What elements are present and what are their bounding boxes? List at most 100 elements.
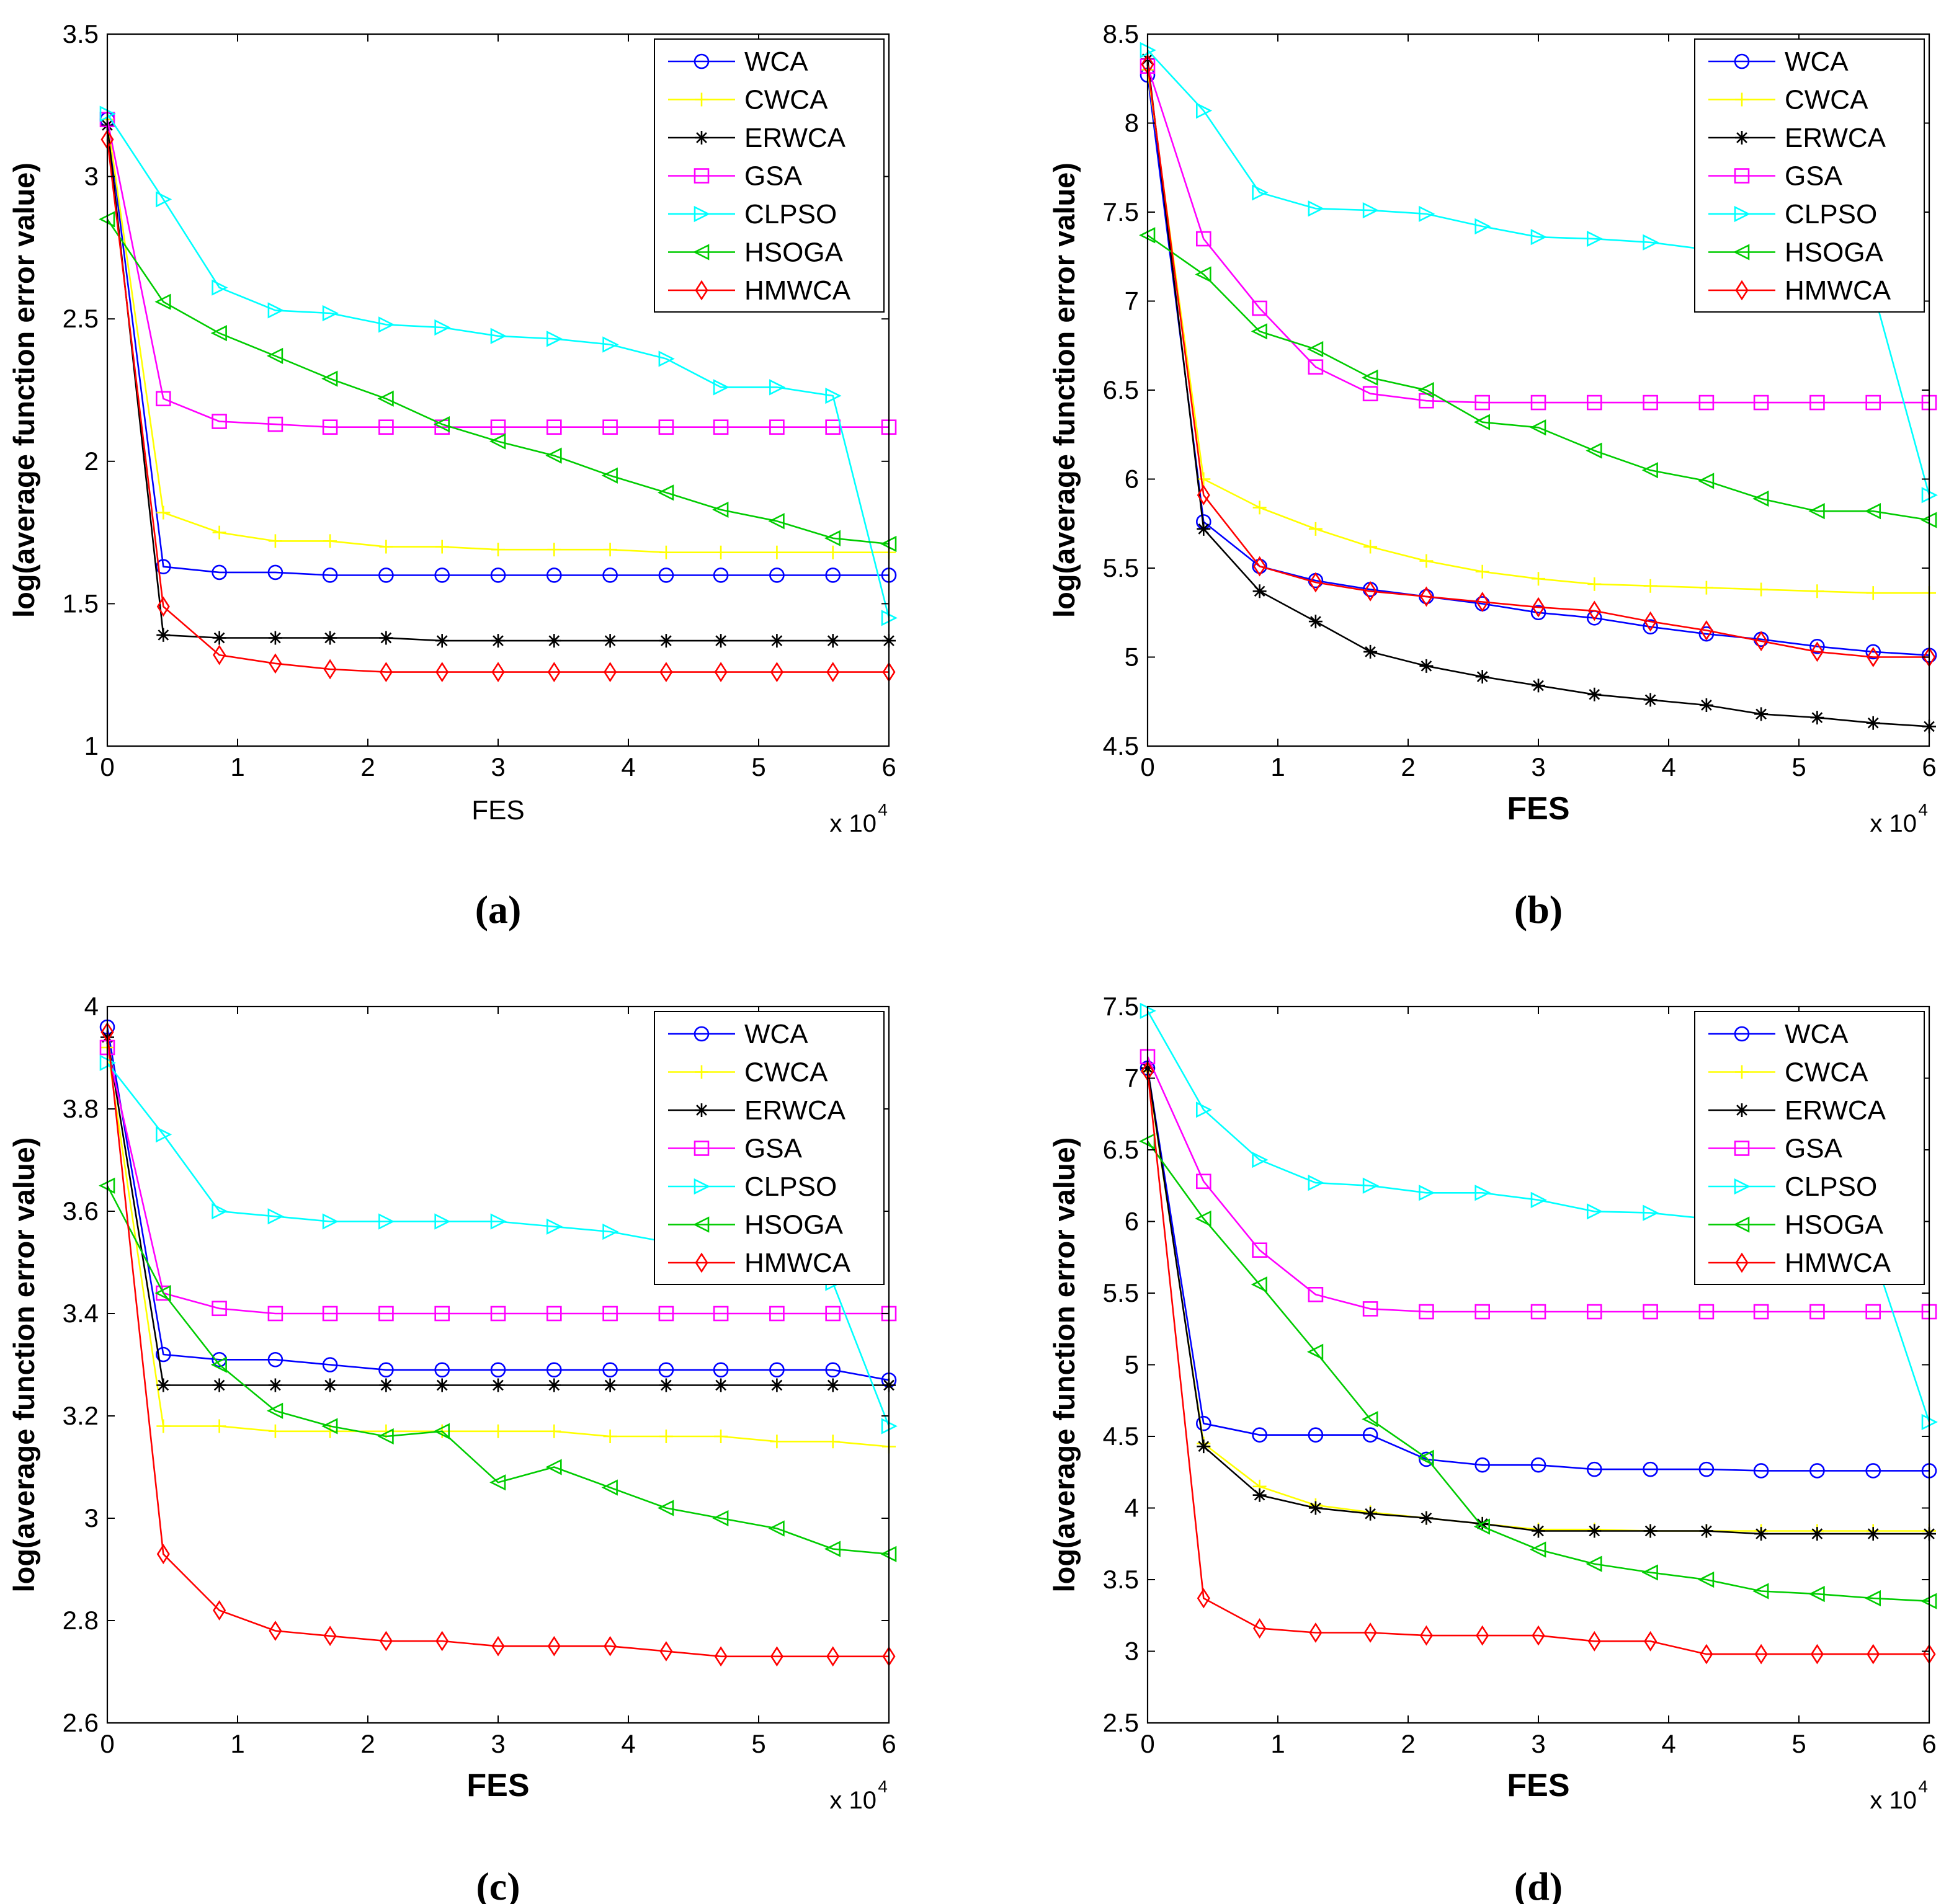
series-point-cwca: [1363, 540, 1378, 554]
series-point-cwca: [826, 545, 840, 559]
series-point-erwca: [1363, 644, 1378, 659]
series-point-hsoga: [1530, 419, 1546, 436]
series-point-cwca: [491, 1424, 505, 1438]
series-point-hmwca: [269, 1621, 282, 1641]
series-point-clpso: [156, 1126, 172, 1143]
series-point-gsa: [212, 414, 227, 429]
panel-caption: (c): [476, 1864, 520, 1904]
y-tick-label: 8.5: [1103, 19, 1139, 48]
legend-item: CWCA: [1708, 1057, 1868, 1088]
series-point-gsa: [490, 1306, 506, 1322]
series-point-cwca: [1197, 472, 1211, 486]
legend-item: CLPSO: [1708, 1172, 1877, 1202]
series-point-hsoga: [377, 390, 394, 407]
x-axis-label: FES: [1507, 791, 1569, 827]
series-point-hsoga: [266, 347, 283, 364]
series-point-gsa: [602, 419, 618, 435]
series-point-cwca: [770, 545, 784, 559]
series-point-erwca: [1866, 716, 1880, 730]
series-point-hmwca: [156, 596, 170, 617]
legend-item: HSOGA: [668, 1210, 844, 1240]
series-point-hmwca: [659, 1641, 673, 1662]
y-tick-label: 7: [1125, 287, 1139, 316]
series-point-cwca: [268, 1424, 282, 1438]
legend-label: CLPSO: [1785, 199, 1877, 229]
series-point-cwca: [547, 1424, 561, 1438]
series-point-hmwca: [1644, 611, 1657, 632]
series-line-hsoga: [1146, 1141, 1930, 1602]
series-point-erwca: [1754, 1527, 1769, 1541]
series-point-hsoga: [1195, 266, 1211, 283]
legend-marker-clpso: [694, 1178, 710, 1195]
series-point-clpso: [212, 279, 228, 296]
series-point-gsa: [1643, 394, 1658, 411]
series-point-clpso: [1362, 202, 1380, 219]
series-point-gsa: [1252, 300, 1267, 316]
series-point-hsoga: [210, 1356, 227, 1373]
series-point-hsoga: [1251, 1276, 1267, 1293]
series-point-erwca: [491, 1378, 505, 1392]
x-tick-label: 6: [881, 1729, 896, 1758]
series-point-wca: [658, 567, 674, 583]
series-point-hmwca: [659, 662, 673, 683]
series-point-erwca: [547, 1378, 561, 1392]
x-tick-label: 2: [1401, 752, 1415, 781]
series-point-hsoga: [1752, 1583, 1769, 1599]
legend-marker-erwca: [1735, 131, 1749, 145]
series-layer: [99, 105, 898, 683]
series-point-wca: [713, 567, 729, 583]
series-point-wca: [1643, 619, 1658, 635]
series-point-wca: [769, 1362, 785, 1378]
y-tick-label: 5: [1125, 1350, 1139, 1379]
series-point-hsoga: [1417, 381, 1434, 399]
x-tick-label: 2: [360, 1729, 375, 1758]
series-point-hmwca: [1754, 1644, 1768, 1665]
x-axis-label: FES: [1507, 1768, 1569, 1804]
series-point-hmwca: [1810, 1644, 1824, 1665]
series-point-clpso: [490, 1213, 507, 1230]
series-point-hmwca: [435, 662, 449, 683]
x-multiplier-label: x 10: [829, 810, 877, 837]
y-tick-label: 2: [84, 447, 99, 476]
series-point-hmwca: [1197, 484, 1210, 505]
x-multiplier-exponent: 4: [878, 800, 888, 819]
series-point-cwca: [212, 525, 226, 540]
series-point-erwca: [1197, 522, 1211, 536]
x-tick-label: 0: [100, 752, 114, 781]
series-point-clpso: [1252, 1152, 1269, 1168]
series-point-gsa: [1252, 1242, 1267, 1258]
series-point-erwca: [603, 1378, 617, 1392]
series-point-clpso: [434, 1213, 451, 1230]
legend-item: GSA: [668, 161, 803, 192]
series-point-wca: [1530, 605, 1546, 621]
series-point-hsoga: [1808, 503, 1825, 520]
series-point-gsa: [1587, 1304, 1602, 1320]
series-point-erwca: [1699, 698, 1713, 712]
series-point-erwca: [826, 634, 840, 648]
y-tick-label: 4.5: [1103, 1421, 1139, 1451]
series-line-gsa: [1146, 1056, 1929, 1313]
series-point-wca: [1865, 644, 1881, 660]
series-point-erwca: [1643, 693, 1657, 707]
legend-label: HMWCA: [1785, 1248, 1891, 1278]
legend-marker-hmwca: [1735, 1252, 1749, 1273]
series-point-hmwca: [1419, 1625, 1433, 1646]
series-point-clpso: [1587, 1203, 1604, 1220]
series-point-hsoga: [601, 467, 618, 484]
series-point-hmwca: [1587, 1630, 1601, 1652]
series-point-hmwca: [1363, 1622, 1377, 1643]
y-tick-label: 4: [84, 992, 99, 1021]
series-point-hmwca: [1532, 597, 1545, 618]
series-point-cwca: [1866, 586, 1880, 600]
series-line-wca: [106, 1026, 890, 1381]
legend-label: CWCA: [744, 85, 828, 115]
series-point-hsoga: [154, 1284, 171, 1302]
legend-marker-hmwca: [695, 280, 708, 301]
series-point-erwca: [212, 631, 226, 645]
legend-item: HMWCA: [668, 1248, 851, 1278]
series-point-cwca: [770, 1435, 784, 1449]
series-point-erwca: [379, 1378, 393, 1392]
series-point-hmwca: [714, 662, 728, 683]
y-tick-label: 2.6: [63, 1708, 99, 1737]
series-point-hmwca: [1867, 647, 1880, 667]
